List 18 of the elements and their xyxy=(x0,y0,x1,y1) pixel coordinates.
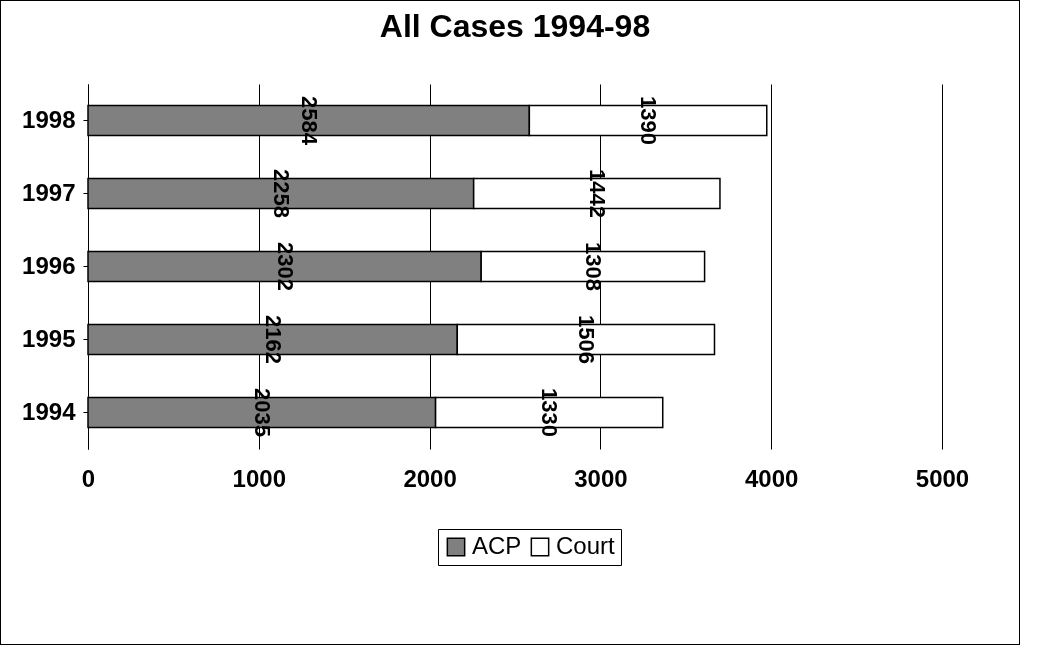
y-tick-label: 1996 xyxy=(22,251,76,279)
y-tick-label: 1998 xyxy=(22,105,76,133)
data-label: 1330 xyxy=(537,388,563,437)
chart-title: All Cases 1994-98 xyxy=(379,8,651,44)
x-tick-label: 5000 xyxy=(915,464,970,492)
x-tick-label: 4000 xyxy=(745,464,799,492)
legend-label: Court xyxy=(556,532,616,559)
x-tick-label: 1000 xyxy=(232,464,286,492)
x-tick-label: 2000 xyxy=(403,464,457,492)
data-label: 1390 xyxy=(636,96,662,145)
data-label: 1506 xyxy=(573,315,599,364)
y-tick-label: 1997 xyxy=(22,178,76,206)
data-label: 2584 xyxy=(296,96,322,146)
x-tick-label: 0 xyxy=(81,464,96,492)
x-tick-label: 3000 xyxy=(574,464,628,492)
y-tick-label: 1994 xyxy=(22,397,77,425)
legend-label: ACP xyxy=(472,532,522,559)
y-tick-label: 1995 xyxy=(22,324,76,352)
